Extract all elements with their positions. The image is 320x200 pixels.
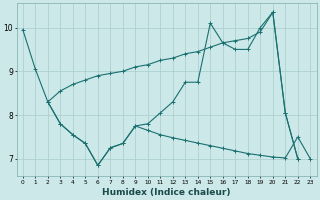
- X-axis label: Humidex (Indice chaleur): Humidex (Indice chaleur): [102, 188, 231, 197]
